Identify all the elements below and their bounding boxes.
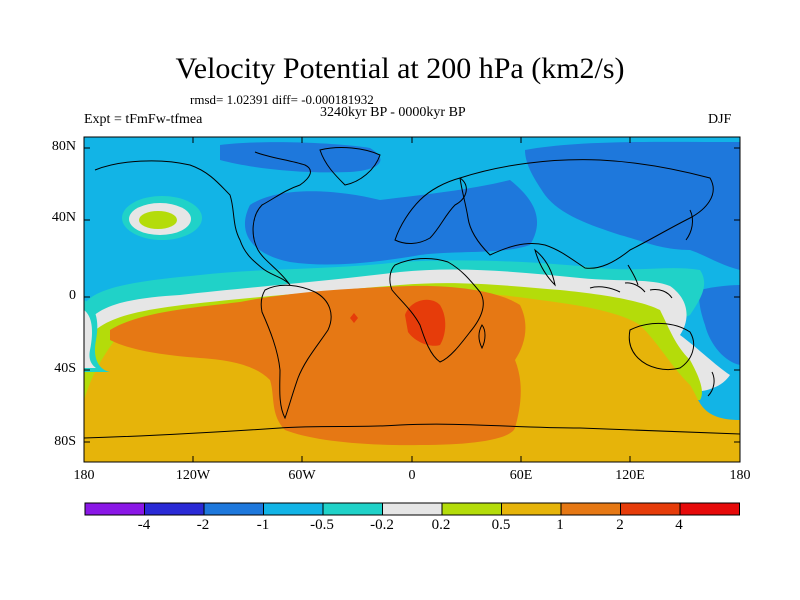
field-blue-dark-pacific bbox=[699, 285, 740, 365]
field-blue-dark-atlantic bbox=[244, 180, 538, 265]
lat-tick-label: 80S bbox=[54, 434, 76, 449]
colorbar-label: -1 bbox=[256, 517, 270, 533]
contour-fill bbox=[84, 137, 740, 462]
colorbar-swatch bbox=[560, 502, 621, 516]
colorbar-swatch bbox=[84, 502, 145, 516]
colorbar-swatch bbox=[441, 502, 502, 516]
lat-tick-label: 0 bbox=[69, 288, 76, 303]
lon-tick-label: 180 bbox=[729, 468, 751, 483]
field-red-orange-atlantic bbox=[350, 313, 358, 323]
colorbar-label: -0.2 bbox=[370, 517, 394, 533]
lon-tick-label: 120E bbox=[615, 468, 645, 483]
lat-tick-label: 40S bbox=[54, 361, 76, 376]
colorbar-label: -2 bbox=[196, 517, 210, 533]
coast-new-zealand bbox=[707, 371, 715, 397]
coast-india bbox=[534, 248, 556, 287]
field-blue-dark-asia bbox=[525, 141, 740, 270]
colorbar-label: -0.5 bbox=[310, 517, 334, 533]
coast-africa bbox=[389, 257, 484, 363]
stats-label: rmsd= 1.02391 diff= -0.000181932 bbox=[190, 92, 374, 107]
colorbar-label: 0.5 bbox=[491, 517, 511, 533]
colorbar-swatch bbox=[679, 502, 740, 516]
lon-tick-label: 0 bbox=[408, 468, 416, 483]
lat-tick-label: 80N bbox=[51, 139, 76, 154]
experiment-label: Expt = tFmFw-tfmea bbox=[84, 112, 203, 127]
field-red-orange-africa bbox=[405, 299, 446, 346]
lon-tick-label: 60E bbox=[509, 468, 533, 483]
field-teal-west-pacific bbox=[84, 300, 110, 372]
coast-greenland bbox=[319, 147, 381, 186]
coast-japan bbox=[685, 209, 694, 241]
coast-south-america bbox=[260, 284, 332, 420]
field-blue-dark-arctic bbox=[220, 142, 381, 173]
colorbar-label: 2 bbox=[616, 517, 624, 533]
lon-tick-label: 60W bbox=[288, 468, 316, 483]
colorbar-swatch bbox=[501, 502, 562, 516]
lon-tick-label: 180 bbox=[73, 468, 95, 483]
colorbar-label: 4 bbox=[675, 517, 683, 533]
colorbar-swatch bbox=[144, 502, 205, 516]
lat-tick-label: 40N bbox=[51, 210, 76, 225]
colorbar-swatch bbox=[382, 502, 443, 516]
coast-indonesia bbox=[589, 264, 673, 299]
coast-europe bbox=[394, 177, 467, 244]
coast-antarctica bbox=[84, 423, 740, 439]
colorbar-swatch bbox=[620, 502, 681, 516]
colorbar-swatch bbox=[203, 502, 264, 516]
map-title: Velocity Potential at 200 hPa (km2/s) bbox=[175, 52, 625, 85]
colorbar-label: 1 bbox=[556, 517, 564, 533]
colorbar-swatch bbox=[322, 502, 383, 516]
coast-australia bbox=[628, 322, 695, 371]
field-yellow-green-north-pacific bbox=[139, 211, 177, 229]
period-label: 3240kyr BP - 0000kyr BP bbox=[320, 105, 466, 120]
colorbar-label: 0.2 bbox=[431, 517, 451, 533]
coastlines bbox=[84, 147, 740, 439]
colorbar-swatch bbox=[263, 502, 324, 516]
coast-asia bbox=[459, 159, 714, 269]
season-label: DJF bbox=[708, 112, 732, 127]
lon-tick-label: 120W bbox=[175, 468, 211, 483]
coast-madagascar bbox=[478, 324, 486, 350]
field-neutral-west-pacific bbox=[84, 310, 96, 368]
axis-ticks bbox=[83, 137, 741, 462]
colorbar bbox=[84, 502, 740, 516]
colorbar-label: -4 bbox=[137, 517, 151, 533]
